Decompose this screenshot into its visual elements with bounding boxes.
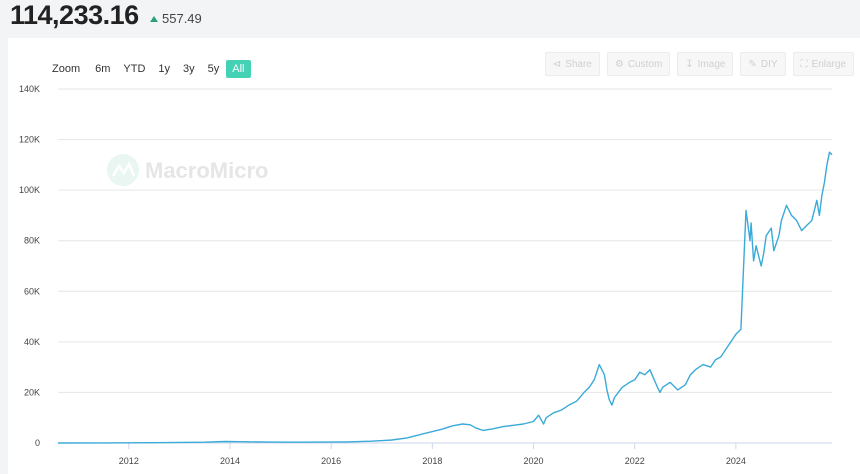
price-change: 557.49 bbox=[150, 11, 202, 26]
enlarge-label: Enlarge bbox=[811, 58, 846, 70]
chart-card: Zoom 6m YTD 1y 3y 5y All ⊲ Share ⚙ Custo… bbox=[8, 38, 860, 474]
share-icon: ⊲ bbox=[552, 58, 562, 70]
x-tick-label: 2018 bbox=[422, 456, 442, 466]
range-6m-button[interactable]: 6m bbox=[95, 63, 111, 75]
range-1y-button[interactable]: 1y bbox=[158, 63, 171, 75]
y-tick-label: 100K bbox=[19, 185, 40, 195]
x-tick-label: 2014 bbox=[220, 456, 240, 466]
y-tick-label: 0 bbox=[35, 438, 40, 448]
x-tick-label: 2016 bbox=[321, 456, 341, 466]
current-price: 114,233.16 bbox=[10, 0, 139, 30]
x-tick-label: 2020 bbox=[524, 456, 544, 466]
custom-button[interactable]: ⚙ Custom bbox=[606, 52, 671, 76]
up-arrow-icon bbox=[150, 15, 158, 22]
y-tick-label: 60K bbox=[24, 286, 40, 296]
x-tick-label: 2024 bbox=[726, 456, 746, 466]
diy-label: DIY bbox=[760, 58, 778, 70]
custom-label: Custom bbox=[627, 58, 663, 70]
range-all-button[interactable]: All bbox=[226, 60, 251, 78]
download-icon: ↧ bbox=[685, 58, 694, 70]
y-tick-label: 140K bbox=[19, 84, 40, 94]
expand-icon: ⛶ bbox=[800, 58, 808, 70]
share-label: Share bbox=[565, 58, 592, 70]
range-selector: Zoom 6m YTD 1y 3y 5y All bbox=[52, 60, 252, 78]
pencil-icon: ✎ bbox=[748, 58, 757, 70]
y-axis-ticks: 0 20K 40K 60K 80K 100K 120K 140K bbox=[19, 84, 40, 448]
share-button[interactable]: ⊲ Share bbox=[544, 52, 600, 76]
grid-lines bbox=[58, 88, 832, 393]
watermark-text: MacroMicro bbox=[145, 158, 268, 183]
y-tick-label: 80K bbox=[24, 236, 40, 246]
x-axis-ticks: 2012 2014 2016 2018 2020 2022 2024 bbox=[119, 443, 746, 466]
price-change-value: 557.49 bbox=[162, 11, 202, 26]
range-5y-button[interactable]: 5y bbox=[207, 63, 220, 75]
x-tick-label: 2022 bbox=[625, 456, 645, 466]
image-label: Image bbox=[697, 58, 726, 70]
y-tick-label: 20K bbox=[24, 387, 40, 397]
image-button[interactable]: ↧ Image bbox=[677, 52, 734, 76]
zoom-label: Zoom bbox=[52, 63, 81, 75]
watermark-logo-mark bbox=[111, 161, 136, 177]
price-series-line bbox=[57, 151, 833, 444]
x-tick-label: 2012 bbox=[119, 456, 139, 466]
range-ytd-button[interactable]: YTD bbox=[123, 63, 146, 75]
range-3y-button[interactable]: 3y bbox=[183, 63, 195, 75]
line-chart: MacroMicro 0 20K 40K 60K 80K 100K 120K 140K 201… bbox=[19, 84, 833, 466]
watermark: MacroMicro bbox=[107, 154, 268, 186]
diy-button[interactable]: ✎ DIY bbox=[740, 52, 786, 76]
chart-toolbar: ⊲ Share ⚙ Custom ↧ Image ✎ DIY ⛶ Enlarge bbox=[544, 52, 854, 76]
y-tick-label: 120K bbox=[19, 135, 40, 145]
price-header: 114,233.16 557.49 bbox=[0, 0, 860, 38]
y-tick-label: 40K bbox=[24, 337, 40, 347]
gear-icon: ⚙ bbox=[614, 58, 624, 70]
enlarge-button[interactable]: ⛶ Enlarge bbox=[792, 52, 854, 76]
